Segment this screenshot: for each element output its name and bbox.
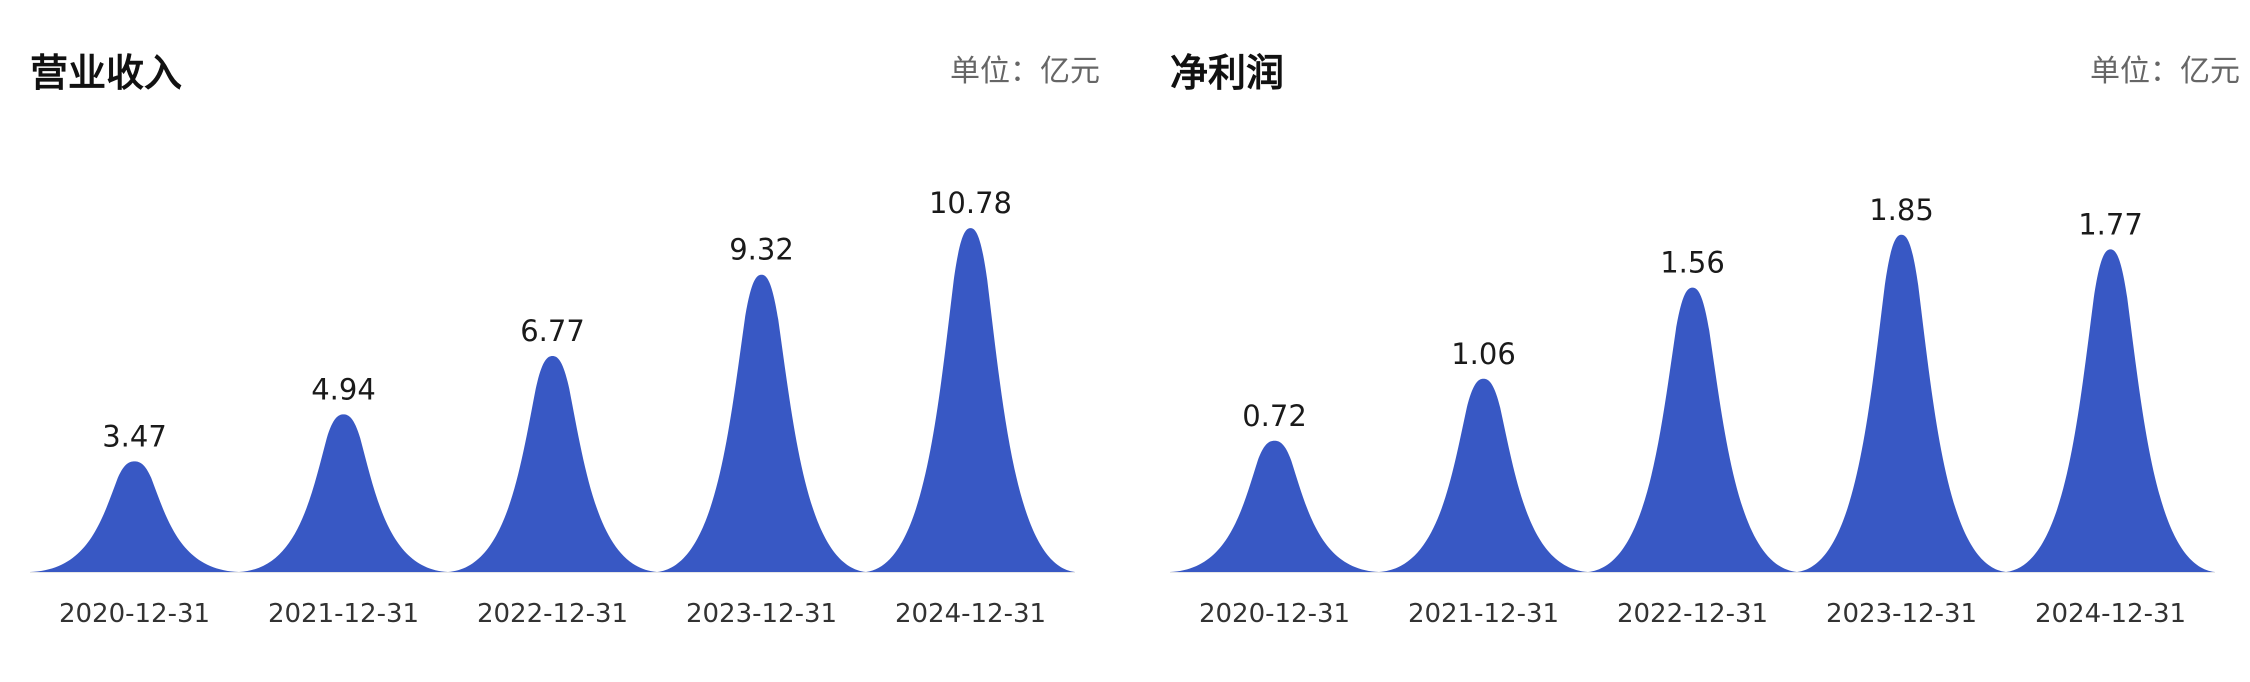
- net-profit-value-label-1: 1.06: [1451, 337, 1516, 371]
- net-profit-panel: 净利润 单位：亿元 0.72 2020-12-31 1.06 2021-12-31 1.…: [1165, 0, 2245, 682]
- net-profit-title: 净利润: [1170, 51, 1285, 95]
- revenue-x-tick-2: 2022-12-31: [477, 599, 628, 629]
- revenue-bar-2: [448, 356, 657, 572]
- net-profit-value-label-0: 0.72: [1242, 399, 1307, 433]
- revenue-x-tick-1: 2021-12-31: [268, 599, 419, 629]
- revenue-value-label-2: 6.77: [520, 314, 585, 348]
- revenue-unit-label: 单位：亿元: [950, 54, 1100, 89]
- net-profit-bar-0: [1170, 440, 1379, 572]
- revenue-bar-3: [657, 274, 866, 572]
- revenue-value-label-1: 4.94: [311, 372, 376, 406]
- revenue-title: 营业收入: [30, 51, 183, 95]
- net-profit-bar-2: [1588, 287, 1797, 572]
- revenue-value-label-4: 10.78: [929, 186, 1012, 220]
- net-profit-bar-1: [1379, 378, 1588, 572]
- net-profit-bar-3: [1797, 234, 2006, 573]
- net-profit-chart: 0.72 2020-12-31 1.06 2021-12-31 1.56 2022-12-…: [1170, 193, 2215, 629]
- net-profit-x-tick-1: 2021-12-31: [1408, 599, 1559, 629]
- net-profit-unit-label: 单位：亿元: [2090, 54, 2240, 89]
- revenue-bar-0: [30, 461, 239, 572]
- net-profit-x-tick-4: 2024-12-31: [2035, 599, 2186, 629]
- revenue-x-tick-0: 2020-12-31: [59, 599, 210, 629]
- revenue-chart: 3.47 2020-12-31 4.94 2021-12-31 6.77 2022-12-…: [30, 186, 1075, 629]
- net-profit-value-label-4: 1.77: [2078, 207, 2143, 241]
- revenue-value-label-3: 9.32: [729, 233, 794, 267]
- net-profit-x-tick-0: 2020-12-31: [1199, 599, 1350, 629]
- net-profit-value-label-2: 1.56: [1660, 246, 1725, 280]
- net-profit-bar-4: [2006, 249, 2215, 572]
- revenue-x-tick-3: 2023-12-31: [686, 599, 837, 629]
- net-profit-x-tick-3: 2023-12-31: [1826, 599, 1977, 629]
- revenue-value-label-0: 3.47: [102, 419, 167, 453]
- net-profit-x-tick-2: 2022-12-31: [1617, 599, 1768, 629]
- revenue-bar-1: [239, 414, 448, 572]
- revenue-bar-4: [866, 228, 1075, 573]
- revenue-panel: 营业收入 单位：亿元 3.47 2020-12-31 4.94 2021-12-31 6…: [25, 0, 1105, 682]
- revenue-x-tick-4: 2024-12-31: [895, 599, 1046, 629]
- net-profit-value-label-3: 1.85: [1869, 193, 1934, 227]
